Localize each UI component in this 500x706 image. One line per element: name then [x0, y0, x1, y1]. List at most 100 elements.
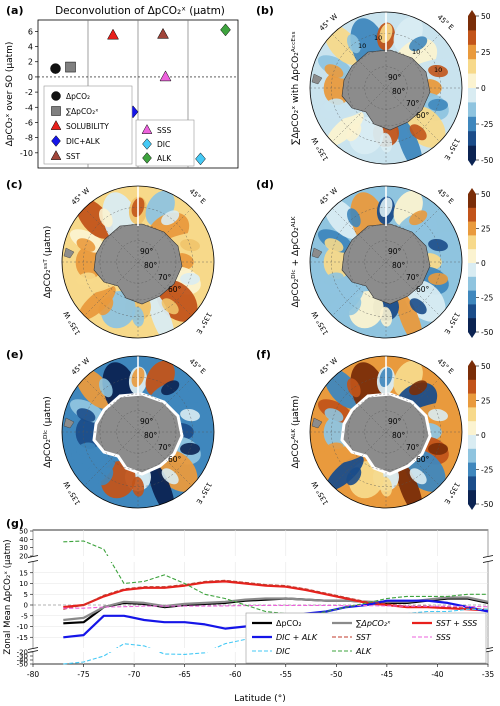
colorbar-tick-label: -25: [481, 120, 493, 129]
panel-g-legend-label: DIC + ALK: [276, 633, 318, 642]
panel-g-x-tick-label: -50: [330, 670, 342, 679]
colorbar-segment: [468, 59, 476, 74]
panel-a-y-tick-label: -10: [20, 149, 33, 158]
map-panels: (b)∑ΔpCO₂ˣ with ΔpCO₂ᴬᶜᶜᴱˢˢ 90°80°70°60°4…: [6, 4, 493, 510]
colorbar-segment: [468, 88, 476, 103]
panel-g-y-axis-label: Zonal Mean ΔpCO₂ˣ (μatm): [3, 539, 13, 654]
panel-a-y-tick-label: -8: [25, 134, 33, 143]
panel-g-y-tick-label: -30: [17, 653, 28, 661]
south-america-tip: [311, 417, 323, 429]
map-panel-b-y-axis-label: ∑ΔpCO₂ˣ with ΔpCO₂ᴬᶜᶜᴱˢˢ: [291, 31, 301, 144]
panel-g-break-mark: [482, 560, 494, 563]
panel-g-y-tick-label: 15: [19, 569, 28, 577]
south-america-tip: [63, 247, 75, 259]
south-america-tip: [63, 417, 75, 429]
latitude-label: 70°: [406, 443, 420, 452]
map-panel-b-outline: [309, 11, 463, 165]
panel-g-y-tick-label: 50: [19, 528, 28, 536]
latitude-label: 60°: [416, 455, 430, 464]
map-blob: [76, 198, 113, 239]
colorbar-tick-label: 50: [481, 362, 491, 371]
longitude-label-45e: 45° E: [436, 357, 456, 376]
panel-g-x-tick-label: -75: [77, 670, 89, 679]
panel-a-legend-right: SSS DIC ALK: [135, 119, 195, 167]
latitude-label: 60°: [416, 111, 430, 120]
panel-g-x-tick-label: -65: [179, 670, 191, 679]
colorbar-tick-label: -50: [481, 328, 493, 337]
longitude-label-45w: 45° W: [318, 186, 339, 206]
colorbar-segment: [468, 16, 476, 31]
map-blob: [76, 272, 96, 286]
panel-a-legend-left: ΔpCO₂ ∑ΔpCO₂ˣ SOLUBILITY DIC+ALK SST: [43, 85, 133, 165]
map-panel-f: (f) ΔpCO₂ᴬᴸᴷ (μatm) 90° 80°70° 60° 45° W 45° E…: [256, 348, 493, 510]
latitude-label: 70°: [158, 443, 172, 452]
panel-a-y-tick-label: 0: [28, 73, 33, 82]
map-blob: [180, 408, 200, 422]
colorbar-segment: [468, 145, 476, 161]
map-blob: [409, 124, 427, 141]
panel-g-legend-label: SST + SSS: [436, 619, 477, 628]
panel-a-legend-label: SST: [66, 152, 81, 161]
longitude-label-45e: 45° E: [188, 187, 208, 206]
map-blob: [76, 368, 113, 409]
panel-g-series-line: [63, 540, 488, 617]
latitude-label: 70°: [158, 273, 172, 282]
panel-a-title: Deconvolution of ΔpCO₂ˣ (μatm): [55, 5, 225, 17]
panel-a-legend-label: DIC+ALK: [66, 137, 101, 146]
map-panel-b: (b) ∑ΔpCO₂ˣ with ΔpCO₂ᴬᶜᶜᴱˢˢ 90° 80°70° 60° 4…: [256, 4, 493, 166]
panel-a-legend-marker: [51, 135, 61, 147]
map-blob: [99, 378, 113, 398]
colorbar-segment: [468, 44, 476, 60]
latitude-label: 80°: [144, 431, 158, 440]
panel-a-point: [195, 152, 206, 166]
colorbar-tick-label: -50: [481, 500, 493, 509]
longitude-label-45w: 45° W: [70, 186, 91, 206]
colorbar-tick-label: 0: [481, 84, 486, 93]
longitude-label-45e: 45° E: [188, 357, 208, 376]
panel-a-point: [65, 61, 76, 73]
panel-g-legend-label: SSS: [436, 633, 451, 642]
panel-a-legend-label: SOLUBILITY: [66, 122, 109, 131]
latitude-label: 80°: [392, 261, 406, 270]
latitude-label: 90°: [140, 417, 154, 426]
longitude-label-135e: 135° E: [194, 481, 213, 505]
colorbar-segment: [468, 249, 476, 264]
contour-label: 10: [374, 34, 382, 42]
colorbar-segment: [468, 102, 476, 118]
panel-a-y-tick-label: -6: [25, 118, 33, 127]
colorbar-segment: [468, 221, 476, 236]
panel-g-x-tick-label: -40: [431, 670, 443, 679]
panel-g-legend-label: ALK: [355, 647, 372, 656]
colorbar-top-arrow: [468, 10, 476, 16]
map-blob: [180, 238, 200, 252]
map-blob: [326, 455, 364, 491]
map-blob: [161, 298, 179, 315]
longitude-label-135e: 135° E: [194, 311, 213, 335]
map-blob: [326, 285, 364, 321]
colorbar-tick-label: 0: [481, 431, 486, 440]
colorbar-segment: [468, 318, 476, 333]
colorbar-tick-label: 25: [481, 225, 491, 234]
panel-g-x-tick-label: -70: [128, 670, 140, 679]
panel-g-y-tick-label: 20: [19, 553, 28, 561]
map-panel-e: (e) ΔpCO₂ᴰᴵᶜ (μatm) 90° 80°70° 60° 45° W 45° E…: [6, 348, 215, 509]
colorbar-bottom-arrow: [468, 504, 476, 510]
panel-a-label: (a): [6, 4, 23, 17]
colorbar-segment: [468, 448, 476, 463]
meridian-line: [332, 378, 440, 486]
colorbar-segment: [468, 207, 476, 222]
map-blob: [347, 378, 361, 398]
colorbar-segment: [468, 462, 476, 477]
colorbar-segment: [468, 421, 476, 436]
latitude-label: 90°: [140, 247, 154, 256]
panel-g-y-tick-label: 30: [19, 544, 28, 552]
panel-g-label: (g): [6, 517, 24, 530]
map-panel-d: (d) ΔpCO₂ᴰᴵᶜ + ΔpCO₂ᴬᴸᴷ 90° 80°70° 60° 45° W 4…: [256, 178, 493, 339]
colorbar-tick-label: -50: [481, 156, 493, 165]
colorbar-segment: [468, 235, 476, 250]
latitude-label: 90°: [388, 417, 402, 426]
panel-g-break-mark: [27, 555, 39, 558]
contour-label: 10: [434, 66, 442, 74]
